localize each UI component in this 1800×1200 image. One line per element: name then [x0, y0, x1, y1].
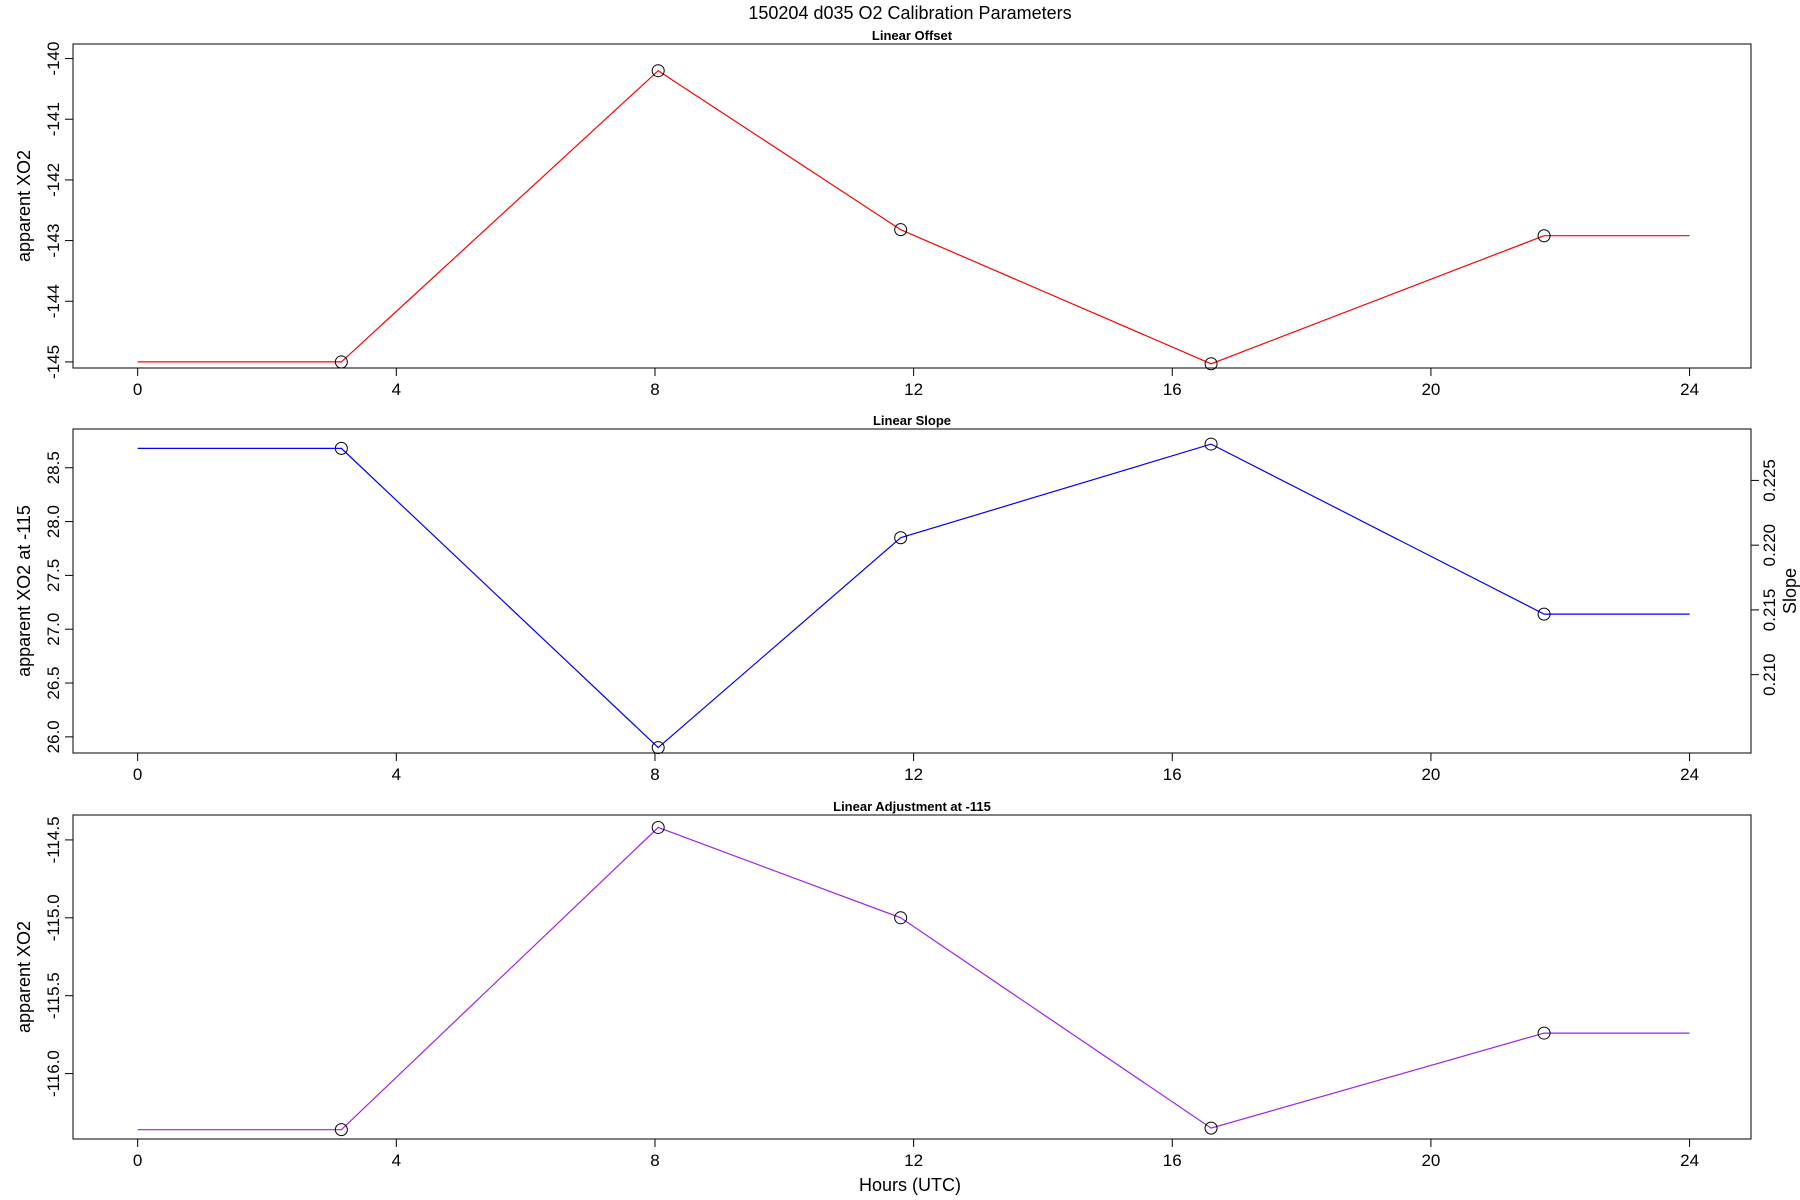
- panel-title: Linear Slope: [873, 413, 951, 428]
- x-tick-label: 4: [392, 765, 401, 784]
- data-point: [894, 531, 908, 545]
- series-line: [137, 826, 1690, 1131]
- panel-3: Linear Adjustment at -115 0 4 8 12 16 20 24 -116…: [14, 799, 1752, 1170]
- y-tick-label: 26.0: [44, 720, 63, 753]
- y-tick-label: -115.0: [44, 894, 63, 941]
- x-tick-label: 12: [904, 765, 923, 784]
- data-point: [1204, 437, 1218, 451]
- y-axis-label: apparent XO2: [14, 150, 34, 262]
- panel-title: Linear Adjustment at -115: [833, 799, 991, 814]
- y-axis-label: apparent XO2 at -115: [14, 505, 34, 677]
- data-point: [334, 441, 348, 455]
- x-tick-label: 4: [392, 380, 401, 399]
- right-y-tick-label: 0.225: [1760, 459, 1779, 502]
- y-tick-label: -142: [44, 163, 63, 197]
- y-tick-label: 26.5: [44, 666, 63, 699]
- data-point: [1204, 1121, 1218, 1135]
- data-point: [894, 223, 908, 237]
- data-point: [894, 911, 908, 925]
- x-tick-label: 16: [1163, 765, 1182, 784]
- x-tick-label: 16: [1163, 1151, 1182, 1170]
- data-point: [1204, 357, 1218, 371]
- y-tick-label: -140: [44, 42, 63, 76]
- data-point: [1537, 229, 1551, 243]
- x-tick-label: 24: [1680, 1151, 1699, 1170]
- y-axis-label: apparent XO2: [14, 921, 34, 1033]
- data-point: [1537, 607, 1551, 621]
- x-tick-label: 20: [1421, 1151, 1440, 1170]
- right-y-tick-label: 0.215: [1760, 589, 1779, 632]
- x-tick-label: 24: [1680, 380, 1699, 399]
- x-axis-label: Hours (UTC): [859, 1175, 961, 1195]
- y-tick-label: -115.5: [44, 972, 63, 1019]
- y-tick-label: -114.5: [44, 816, 63, 863]
- x-tick-label: 8: [650, 1151, 659, 1170]
- y-tick-label: -144: [44, 284, 63, 318]
- x-tick-label: 4: [392, 1151, 401, 1170]
- data-point: [334, 1123, 348, 1137]
- data-point: [651, 820, 665, 834]
- series-line: [137, 69, 1690, 365]
- plot-frame: [72, 43, 1752, 369]
- y-tick-label: -116.0: [44, 1050, 63, 1097]
- figure-title: 150204 d035 O2 Calibration Parameters: [748, 3, 1071, 23]
- right-y-axis-label: Slope: [1780, 568, 1800, 614]
- x-tick-label: 8: [650, 380, 659, 399]
- x-tick-label: 12: [904, 1151, 923, 1170]
- y-tick-label: 28.0: [44, 505, 63, 538]
- x-tick-label: 16: [1163, 380, 1182, 399]
- data-point: [651, 741, 665, 755]
- x-tick-label: 12: [904, 380, 923, 399]
- right-y-tick-label: 0.220: [1760, 524, 1779, 567]
- series-line: [137, 443, 1690, 749]
- plot-frame: [72, 814, 1752, 1140]
- panels: Linear Offset 0 4 8 12 16 20 24 -145 -144 -143 -142…: [14, 28, 1800, 1170]
- y-tick-label: -145: [44, 345, 63, 379]
- x-tick-label: 20: [1421, 765, 1440, 784]
- x-tick-label: 0: [133, 765, 142, 784]
- y-tick-label: -143: [44, 224, 63, 258]
- data-point: [1537, 1026, 1551, 1040]
- right-y-tick-label: 0.210: [1760, 653, 1779, 696]
- y-tick-label: -141: [44, 102, 63, 136]
- y-tick-label: 28.5: [44, 451, 63, 484]
- panel-2: Linear Slope 0 4 8 12 16 20 24 26.0 26.5 27.0 27.5 2…: [14, 413, 1800, 784]
- x-tick-label: 8: [650, 765, 659, 784]
- y-tick-label: 27.0: [44, 613, 63, 646]
- x-tick-label: 0: [133, 1151, 142, 1170]
- data-point: [651, 64, 665, 78]
- x-tick-label: 20: [1421, 380, 1440, 399]
- data-point: [334, 355, 348, 369]
- panel-1: Linear Offset 0 4 8 12 16 20 24 -145 -144 -143 -142…: [14, 28, 1752, 399]
- plot-frame: [72, 428, 1752, 754]
- x-tick-label: 24: [1680, 765, 1699, 784]
- panel-title: Linear Offset: [872, 28, 953, 43]
- x-tick-label: 0: [133, 380, 142, 399]
- y-tick-label: 27.5: [44, 559, 63, 592]
